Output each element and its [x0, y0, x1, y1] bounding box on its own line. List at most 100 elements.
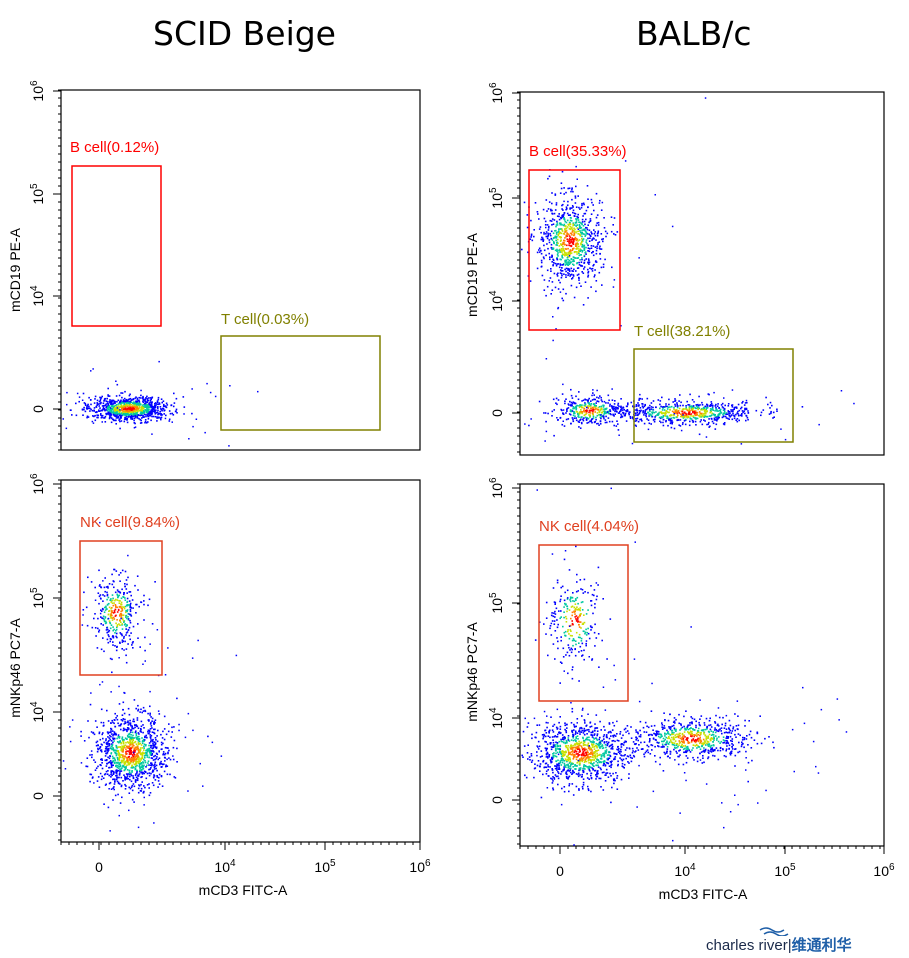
event-dot [114, 400, 116, 403]
event-dot [569, 225, 571, 228]
y-tick-label: 105 [488, 187, 505, 209]
event-dot [634, 412, 636, 414]
event-dot [152, 746, 155, 748]
y-tick-label: 105 [29, 587, 46, 609]
event-dot [103, 650, 105, 653]
event-dot [728, 413, 730, 415]
event-dot [587, 297, 589, 299]
event-dot [579, 234, 581, 236]
event-dot [102, 580, 104, 582]
event-dot [653, 420, 656, 423]
event-dot [589, 415, 591, 417]
event-dot [745, 399, 748, 402]
event-dot [117, 752, 120, 754]
event-dot [168, 757, 170, 759]
event-dot [560, 249, 562, 252]
event-dot [123, 635, 125, 638]
event-dot [674, 409, 677, 412]
event-dot [637, 413, 639, 416]
event-dot [628, 411, 631, 414]
event-dot [135, 734, 138, 737]
event-dot [151, 717, 154, 720]
gate-rectangle [71, 165, 162, 327]
event-dot [131, 731, 134, 734]
event-dot [737, 414, 740, 417]
event-dot [164, 757, 166, 759]
event-dot [113, 719, 116, 721]
event-dot [103, 595, 106, 597]
event-dot [566, 608, 569, 610]
event-dot [674, 399, 677, 402]
event-dot [159, 762, 161, 764]
event-dot [664, 412, 667, 415]
event-dot [564, 264, 567, 266]
event-dot [125, 648, 128, 650]
event-dot [719, 412, 721, 415]
event-dot [113, 788, 115, 791]
event-dot [559, 236, 562, 238]
event-dot [711, 412, 713, 415]
event-dot [156, 417, 158, 419]
event-dot [135, 612, 137, 614]
event-dot [116, 766, 119, 769]
event-dot [561, 409, 563, 412]
event-dot [579, 427, 582, 429]
event-dot [588, 240, 591, 242]
event-dot [576, 217, 579, 220]
event-dot [553, 219, 556, 221]
event-dot [129, 393, 131, 396]
event-dot [123, 624, 126, 626]
event-dot [138, 410, 141, 412]
event-dot [136, 771, 138, 773]
event-dot [570, 388, 572, 391]
event-dot [128, 745, 131, 748]
event-dot [570, 250, 572, 252]
event-dot [123, 637, 125, 639]
event-dot [574, 402, 577, 405]
event-dot [136, 412, 138, 414]
event-dot [117, 405, 120, 407]
event-dot [683, 416, 686, 419]
event-dot [146, 756, 149, 758]
event-dot [552, 223, 555, 225]
event-dot [147, 729, 150, 732]
event-dot [567, 272, 569, 274]
event-dot [135, 776, 138, 779]
event-dot [616, 406, 619, 409]
event-dot [684, 414, 686, 417]
event-dot [545, 430, 548, 433]
event-dot [124, 406, 127, 409]
event-dot [571, 648, 573, 651]
event-dot [567, 214, 570, 216]
event-dot [162, 407, 165, 410]
event-dot [129, 610, 132, 613]
event-dot [129, 722, 132, 724]
event-dot [127, 759, 129, 761]
event-dot [561, 254, 563, 257]
event-dot [108, 395, 111, 397]
event-dot [84, 410, 87, 413]
event-dot [565, 260, 567, 263]
event-dot [127, 576, 129, 579]
event-dot [575, 225, 577, 227]
event-dot [143, 772, 146, 775]
event-dot [562, 647, 565, 650]
event-dot [587, 274, 590, 277]
event-dot [687, 416, 689, 418]
event-dot [738, 409, 741, 412]
event-dot [140, 408, 142, 411]
event-dot [144, 398, 146, 401]
event-dot [711, 406, 714, 408]
plot-frame [519, 91, 885, 456]
event-dot [583, 621, 586, 624]
event-dot [121, 738, 123, 740]
event-dot [144, 636, 146, 639]
event-dot [596, 214, 599, 216]
event-dot [121, 756, 124, 759]
event-dot [583, 578, 586, 581]
event-dot [137, 407, 139, 410]
event-dot [529, 238, 532, 240]
event-dot [530, 234, 533, 237]
event-dot [634, 409, 636, 411]
